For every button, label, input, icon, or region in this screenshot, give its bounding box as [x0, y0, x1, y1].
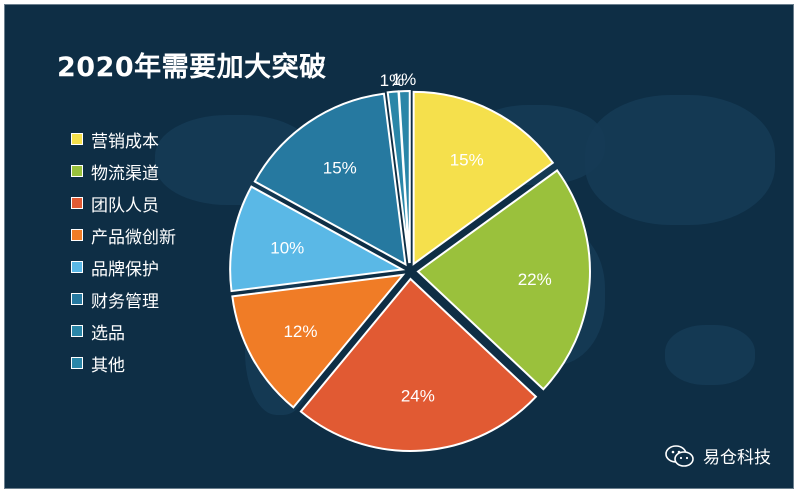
pie-slice — [231, 273, 406, 409]
slice-label: 1% — [392, 70, 417, 89]
slice-label: 15% — [450, 151, 484, 170]
legend-swatch — [71, 325, 83, 337]
legend-label: 产品微创新 — [91, 227, 176, 248]
map-australia — [665, 325, 755, 385]
pie-slice — [416, 169, 591, 391]
legend-item: 团队人员 — [71, 187, 176, 219]
legend-swatch — [71, 197, 83, 209]
pie-slice — [397, 90, 411, 264]
slice-label: 12% — [283, 322, 317, 341]
slice-label: 22% — [518, 270, 552, 289]
chart-title: 2020年需要加大突破 — [57, 52, 327, 83]
wechat-icon — [665, 444, 694, 467]
pie-slice — [229, 185, 406, 293]
legend-label: 其他 — [91, 355, 125, 376]
legend-label: 团队人员 — [91, 195, 159, 216]
legend-label: 品牌保护 — [91, 259, 159, 280]
slice-label: 15% — [323, 159, 357, 178]
legend-item: 财务管理 — [71, 283, 176, 315]
legend-swatch — [71, 261, 83, 273]
slice-label: 1% — [380, 71, 405, 90]
legend-item: 营销成本 — [71, 123, 176, 155]
watermark-text: 易仓科技 — [703, 448, 771, 468]
legend-item: 其他 — [71, 347, 176, 379]
legend-swatch — [71, 165, 83, 177]
legend-label: 物流渠道 — [91, 163, 159, 184]
slice-label: 10% — [270, 239, 304, 258]
pie-chart: 15% 22% 24% 12% 10% 15% 1%1% — [229, 70, 591, 452]
legend-label: 选品 — [91, 323, 125, 344]
chart-frame: 2020年需要加大突破 营销成本物流渠道团队人员产品微创新品牌保护财务管理选品其… — [4, 4, 794, 489]
pie-slice — [299, 277, 538, 452]
legend-item: 品牌保护 — [71, 251, 176, 283]
chart-legend: 营销成本物流渠道团队人员产品微创新品牌保护财务管理选品其他 — [71, 123, 176, 379]
legend-swatch — [71, 357, 83, 369]
legend-label: 财务管理 — [91, 291, 159, 312]
legend-label: 营销成本 — [91, 131, 159, 152]
map-asia — [585, 95, 775, 225]
legend-item: 产品微创新 — [71, 219, 176, 251]
legend-swatch — [71, 229, 83, 241]
legend-swatch — [71, 293, 83, 305]
watermark: 易仓科技 — [665, 443, 771, 468]
slice-label: 24% — [401, 387, 435, 406]
pie-slice — [253, 92, 407, 267]
legend-item: 选品 — [71, 315, 176, 347]
legend-item: 物流渠道 — [71, 155, 176, 187]
legend-swatch — [71, 133, 83, 145]
pie-slice — [412, 90, 555, 266]
